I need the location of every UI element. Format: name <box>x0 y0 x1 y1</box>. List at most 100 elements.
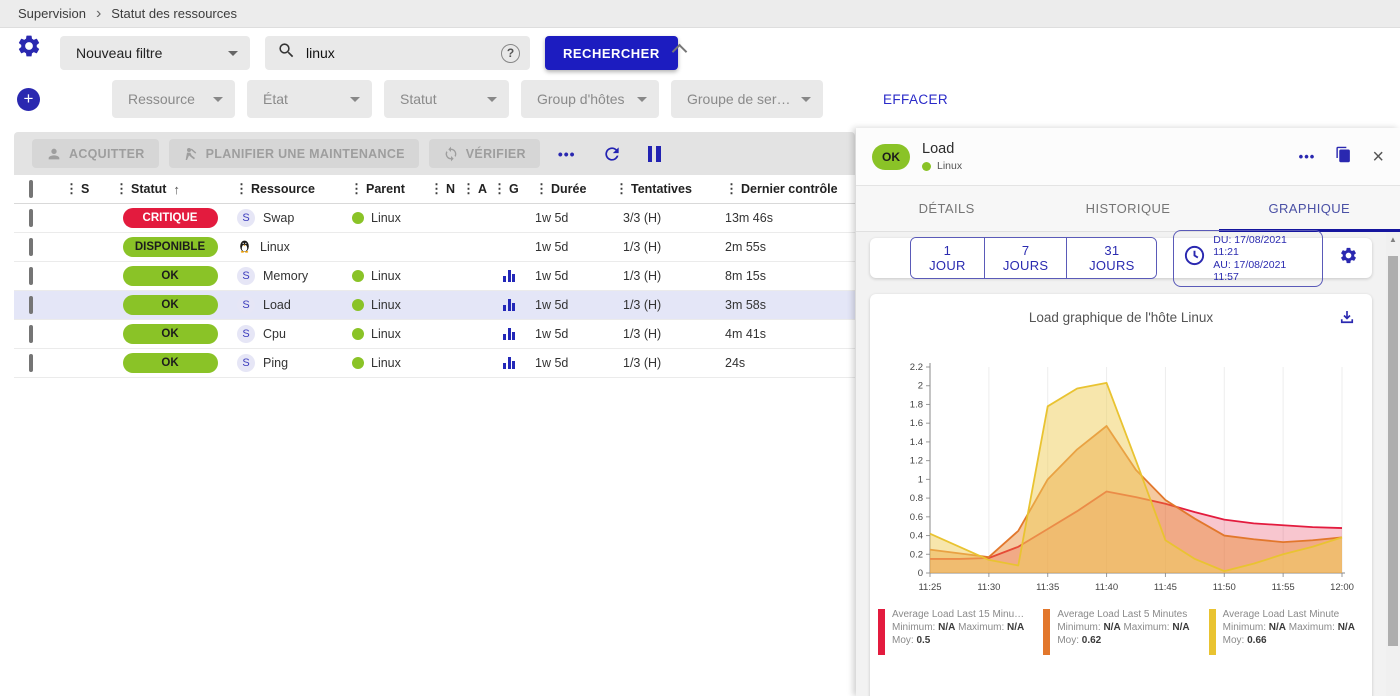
graph-settings-gear-icon[interactable] <box>1339 246 1358 270</box>
tab-graphique[interactable]: GRAPHIQUE <box>1218 186 1400 232</box>
criteria-select-etat[interactable]: État <box>247 80 372 118</box>
criteria-select-servicegroups[interactable]: Groupe de ser… <box>671 80 823 118</box>
column-header-duration[interactable]: ⋮ Durée <box>535 181 587 196</box>
filter-area: Nouveau filtre ? RECHERCHER + Ressource … <box>0 28 1400 128</box>
duration-cell: 1w 5d <box>535 240 569 254</box>
column-header-g[interactable]: ⋮ G <box>493 181 519 196</box>
maintenance-icon <box>185 147 196 160</box>
date-to: AU: 17/08/2021 11:57 <box>1213 258 1287 283</box>
column-header-parent[interactable]: ⋮ Parent <box>350 181 405 196</box>
date-from: DU: 17/08/2021 11:21 <box>1213 233 1287 258</box>
kebab-icon[interactable]: ⋮ <box>462 181 475 196</box>
row-checkbox[interactable] <box>29 354 33 372</box>
table-row-linux-host[interactable]: DISPONIBLE Linux 1w 5d 1/3 (H) 2m 55s <box>14 233 855 262</box>
column-header-last-check[interactable]: ⋮ Dernier contrôle <box>725 181 838 196</box>
last-check-cell: 2m 55s <box>725 240 766 254</box>
row-checkbox[interactable] <box>29 267 33 285</box>
download-icon[interactable] <box>1338 308 1356 331</box>
breadcrumb-supervision[interactable]: Supervision <box>18 6 86 21</box>
graph-bars-icon[interactable] <box>493 299 525 311</box>
help-icon[interactable]: ? <box>501 43 520 63</box>
tab-details[interactable]: DÉTAILS <box>918 201 975 216</box>
range-7-days-button[interactable]: 7 JOURS <box>984 238 1068 278</box>
breadcrumb-statut-ressources[interactable]: Statut des ressources <box>111 6 237 21</box>
date-range-picker[interactable]: DU: 17/08/2021 11:21 AU: 17/08/2021 11:5… <box>1173 229 1323 287</box>
table-row-memory[interactable]: OK S Memory Linux 1w 5d 1/3 (H) 8m 15s <box>14 262 855 291</box>
criteria-select-ressource[interactable]: Ressource <box>112 80 235 118</box>
clock-icon <box>1183 244 1206 272</box>
row-checkbox[interactable] <box>29 325 33 343</box>
panel-more-icon[interactable]: ••• <box>1298 149 1316 164</box>
table-toolbar: ACQUITTER PLANIFIER UNE MAINTENANCE VÉRI… <box>14 132 855 175</box>
svg-text:11:30: 11:30 <box>977 582 1000 593</box>
check-button[interactable]: VÉRIFIER <box>428 139 540 168</box>
range-31-days-button[interactable]: 31 JOURS <box>1067 238 1157 278</box>
kebab-icon[interactable]: ⋮ <box>115 181 128 196</box>
kebab-icon[interactable]: ⋮ <box>235 181 248 196</box>
copy-link-icon[interactable] <box>1335 145 1352 169</box>
tries-cell: 3/3 (H) <box>623 211 662 225</box>
load-area-chart[interactable]: 11:25 11:30 11:35 11:40 11:45 11:50 11:55 12:00… <box>886 359 1356 605</box>
legend-average: Moy: 0.62 <box>1057 635 1102 646</box>
status-badge: CRITIQUE <box>122 208 218 228</box>
row-checkbox[interactable] <box>29 238 33 256</box>
column-header-a[interactable]: ⋮ A <box>462 181 488 196</box>
clear-filters-button[interactable]: EFFACER <box>883 91 949 107</box>
graph-bars-icon[interactable] <box>493 270 525 282</box>
status-badge: OK <box>122 353 218 373</box>
kebab-icon[interactable]: ⋮ <box>493 181 506 196</box>
close-icon[interactable]: × <box>1372 145 1384 168</box>
pause-icon[interactable] <box>647 145 661 162</box>
chevron-right-icon: › <box>95 4 102 22</box>
acknowledge-button[interactable]: ACQUITTER <box>32 139 159 168</box>
kebab-icon[interactable]: ⋮ <box>535 181 548 196</box>
refresh-icon[interactable] <box>602 144 622 164</box>
search-button[interactable]: RECHERCHER <box>545 36 678 70</box>
kebab-icon[interactable]: ⋮ <box>430 181 443 196</box>
more-actions-icon[interactable]: ••• <box>557 145 576 162</box>
select-all-checkbox[interactable] <box>29 180 33 198</box>
row-checkbox[interactable] <box>29 296 33 314</box>
kebab-icon[interactable]: ⋮ <box>350 181 363 196</box>
status-badge: DISPONIBLE <box>122 237 218 257</box>
breadcrumb: Supervision › Statut des ressources <box>0 0 1400 28</box>
search-input[interactable] <box>306 45 501 61</box>
chevron-down-icon <box>487 97 497 102</box>
column-header-severity[interactable]: ⋮ S <box>65 181 90 196</box>
graph-bars-icon[interactable] <box>493 328 525 340</box>
tries-cell: 1/3 (H) <box>623 356 662 370</box>
svg-text:11:45: 11:45 <box>1154 582 1177 593</box>
table-row-load-selected[interactable]: OK S Load Linux 1w 5d 1/3 (H) 3m 58s <box>14 291 855 320</box>
scroll-up-arrow-icon[interactable]: ▲ <box>1389 235 1397 244</box>
legend-item[interactable]: Average Load Last 15 Minu… Minimum: N/A M… <box>878 609 1033 655</box>
column-header-resource[interactable]: ⋮ Ressource <box>235 181 315 196</box>
row-checkbox[interactable] <box>29 209 33 227</box>
legend-item[interactable]: Average Load Last 5 Minutes Minimum: N/A … <box>1043 609 1198 655</box>
table-row-swap[interactable]: CRITIQUE S Swap Linux 1w 5d 3/3 (H) 13m 4… <box>14 204 855 233</box>
kebab-icon[interactable]: ⋮ <box>65 181 78 196</box>
filter-settings-gear-icon[interactable] <box>16 33 42 59</box>
kebab-icon[interactable]: ⋮ <box>615 181 628 196</box>
legend-average: Moy: 0.66 <box>1222 635 1267 646</box>
graph-bars-icon[interactable] <box>493 357 525 369</box>
column-header-tries[interactable]: ⋮ Tentatives <box>615 181 692 196</box>
maintenance-button[interactable]: PLANIFIER UNE MAINTENANCE <box>168 139 419 168</box>
column-header-n[interactable]: ⋮ N <box>430 181 456 196</box>
criteria-select-statut[interactable]: Statut <box>384 80 509 118</box>
table-row-cpu[interactable]: OK S Cpu Linux 1w 5d 1/3 (H) 4m 41s <box>14 320 855 349</box>
scrollbar-thumb[interactable] <box>1388 256 1398 646</box>
panel-scrollbar[interactable]: ▲ <box>1386 232 1400 696</box>
table-row-ping[interactable]: OK S Ping Linux 1w 5d 1/3 (H) 24s <box>14 349 855 378</box>
duration-cell: 1w 5d <box>535 269 569 283</box>
svg-text:11:35: 11:35 <box>1036 582 1059 593</box>
column-header-status[interactable]: ⋮ Statut ↑ <box>115 181 180 197</box>
kebab-icon[interactable]: ⋮ <box>725 181 738 196</box>
tab-historique[interactable]: HISTORIQUE <box>1085 201 1171 216</box>
range-1-day-button[interactable]: 1 JOUR <box>911 238 985 278</box>
add-criteria-button[interactable]: + <box>17 88 40 111</box>
saved-filter-select[interactable]: Nouveau filtre <box>60 36 250 70</box>
legend-item[interactable]: Average Load Last Minute Minimum: N/A Max… <box>1208 609 1364 655</box>
search-icon <box>277 41 296 65</box>
criteria-select-hostgroups[interactable]: Group d'hôtes <box>521 80 659 118</box>
